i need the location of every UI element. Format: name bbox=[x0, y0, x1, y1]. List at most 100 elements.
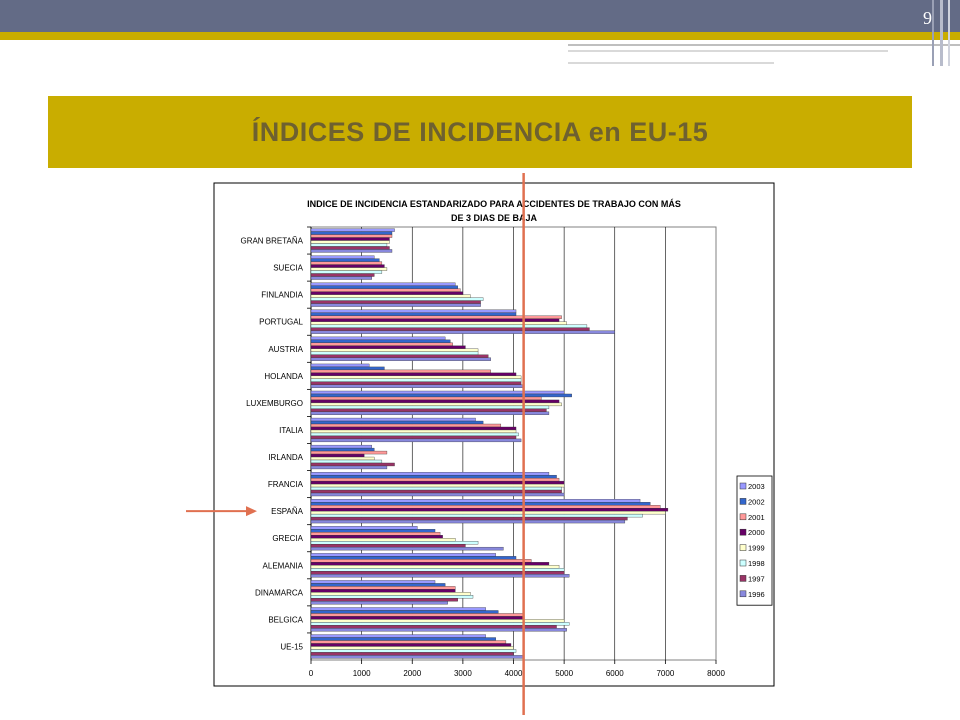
bar bbox=[310, 513, 643, 518]
decorative-line bbox=[568, 50, 888, 52]
decorative-line bbox=[568, 44, 960, 46]
bar bbox=[310, 598, 458, 602]
category-label: ALEMANIA bbox=[263, 561, 304, 570]
x-tick-label: 7000 bbox=[656, 669, 674, 678]
x-tick-label: 8000 bbox=[707, 669, 725, 678]
legend-box bbox=[736, 475, 773, 606]
bar bbox=[310, 652, 514, 656]
legend-label: 1998 bbox=[748, 559, 765, 568]
bar bbox=[310, 288, 461, 292]
bar bbox=[310, 249, 393, 253]
legend-swatch bbox=[739, 559, 747, 567]
category-label: GRAN BRETAÑA bbox=[240, 237, 303, 246]
bar bbox=[310, 465, 388, 470]
bar bbox=[310, 447, 375, 452]
legend-swatch bbox=[739, 528, 747, 536]
bar bbox=[310, 324, 588, 328]
bar bbox=[310, 255, 375, 259]
chart-title-line2: DE 3 DIAS DE BAJA bbox=[451, 213, 538, 223]
bar bbox=[310, 417, 476, 422]
bar bbox=[310, 610, 499, 614]
header-accent-line bbox=[0, 32, 960, 40]
bar bbox=[310, 240, 390, 244]
bar bbox=[310, 477, 560, 482]
category-label: PORTUGAL bbox=[259, 318, 303, 327]
bar bbox=[310, 519, 626, 524]
plot-area: 0 1000 2000 3000 4000 5000 6000 7000 8000 GRAN BR… bbox=[240, 226, 725, 678]
bar bbox=[310, 510, 666, 515]
bar bbox=[310, 459, 383, 464]
bar bbox=[310, 276, 372, 280]
bar bbox=[310, 571, 565, 575]
category-label: LUXEMBURGO bbox=[246, 399, 303, 408]
bar bbox=[310, 366, 385, 371]
bar bbox=[310, 607, 486, 611]
bar bbox=[310, 541, 479, 545]
slide-title: ÍNDICES DE INCIDENCIA en EU-15 bbox=[251, 117, 709, 147]
bar bbox=[310, 411, 550, 415]
bar bbox=[310, 565, 560, 569]
bar bbox=[310, 643, 512, 647]
bar bbox=[310, 261, 383, 265]
bar bbox=[310, 595, 474, 599]
category-label: GRECIA bbox=[272, 534, 303, 543]
bar bbox=[310, 381, 522, 385]
category-label: UE-15 bbox=[280, 642, 303, 651]
bar bbox=[310, 456, 375, 461]
decorative-line bbox=[568, 62, 774, 64]
bar bbox=[310, 474, 557, 479]
bar bbox=[310, 580, 436, 584]
bar bbox=[310, 508, 669, 512]
category-label: HOLANDA bbox=[264, 372, 303, 381]
bar bbox=[310, 399, 560, 404]
bar bbox=[310, 375, 522, 379]
bar bbox=[310, 231, 393, 235]
bar bbox=[310, 438, 522, 443]
category-label: ITALIA bbox=[279, 426, 304, 435]
legend-swatch bbox=[739, 590, 747, 598]
category-label: IRLANDA bbox=[268, 453, 303, 462]
bar bbox=[310, 339, 451, 344]
bar bbox=[310, 243, 388, 247]
bar bbox=[310, 625, 557, 629]
legend-label: 1997 bbox=[748, 574, 765, 583]
bar bbox=[310, 538, 456, 542]
bar bbox=[310, 574, 570, 578]
bar bbox=[310, 264, 385, 268]
x-tick-label: 4000 bbox=[505, 669, 523, 678]
bar bbox=[310, 336, 446, 341]
bar bbox=[310, 390, 565, 395]
bar bbox=[310, 601, 448, 605]
bar bbox=[310, 267, 388, 271]
bar bbox=[310, 472, 550, 476]
bar bbox=[310, 258, 380, 262]
bar bbox=[310, 628, 567, 632]
bar bbox=[310, 270, 383, 274]
bar bbox=[310, 583, 446, 587]
category-label: BELGICA bbox=[268, 615, 303, 624]
bar bbox=[310, 462, 395, 467]
legend-label: 2000 bbox=[748, 528, 765, 537]
category-label: AUSTRIA bbox=[268, 345, 303, 354]
bar bbox=[310, 321, 567, 325]
legend-swatch bbox=[739, 498, 747, 505]
bar bbox=[310, 589, 456, 593]
bar bbox=[310, 396, 542, 401]
decorative-line bbox=[940, 0, 943, 66]
bar bbox=[310, 646, 514, 650]
bar bbox=[310, 432, 519, 437]
x-tick-label: 2000 bbox=[403, 669, 421, 678]
x-tick-label: 5000 bbox=[555, 669, 573, 678]
bar bbox=[310, 234, 393, 238]
page-number: 9 bbox=[923, 8, 932, 28]
bar bbox=[310, 309, 517, 313]
bar bbox=[310, 450, 388, 455]
bar bbox=[310, 408, 547, 413]
bar bbox=[310, 499, 641, 503]
bar bbox=[310, 405, 550, 410]
bar bbox=[310, 351, 479, 355]
bar bbox=[310, 273, 375, 277]
bar bbox=[310, 637, 496, 641]
bar bbox=[310, 483, 565, 488]
